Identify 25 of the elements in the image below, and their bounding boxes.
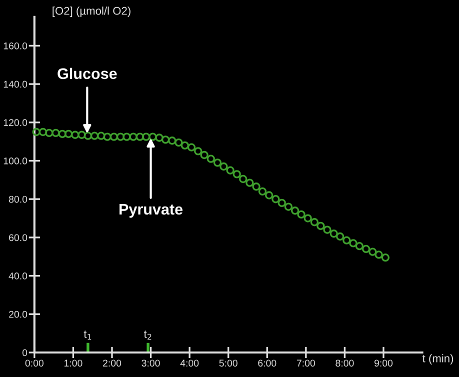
y-tick-label: 100.0	[4, 158, 28, 164]
y-tick-label: 140.0	[4, 80, 28, 88]
y-tick-label: 80.0	[8, 196, 28, 203]
y-axis-title: [O2] (µmol/l O2)	[52, 6, 130, 17]
x-tick-label: 1:00	[64, 360, 82, 367]
x-axis-title: t (min)	[422, 354, 454, 365]
x-tick-label: 5:00	[219, 360, 238, 367]
x-tick-label: 3:00	[142, 360, 160, 367]
x-tick-label: 9:00	[374, 360, 393, 367]
annotation: t$_{1}$	[84, 330, 92, 340]
y-tick-label: 120.0	[4, 119, 28, 126]
y-tick-label: 20.0	[9, 310, 28, 318]
y-tick-label: 160.0	[4, 42, 28, 50]
x-tick-label: 8:00	[336, 360, 354, 367]
x-tick-label: 0:00	[25, 360, 44, 367]
x-tick-label: 6:00	[258, 360, 276, 367]
annotation: Pyruvate	[120, 204, 183, 218]
y-tick-label: 40.0	[8, 272, 28, 280]
y-tick-label: 60.0	[9, 234, 28, 242]
x-tick-label: 7:00	[296, 360, 316, 367]
annotation: Glucose	[58, 68, 117, 80]
annotation: t$_{2}$	[144, 330, 152, 340]
x-tick-label: 2:00	[103, 360, 122, 367]
x-tick-label: 4:00	[180, 360, 199, 367]
y-tick-label: 0	[22, 349, 28, 356]
